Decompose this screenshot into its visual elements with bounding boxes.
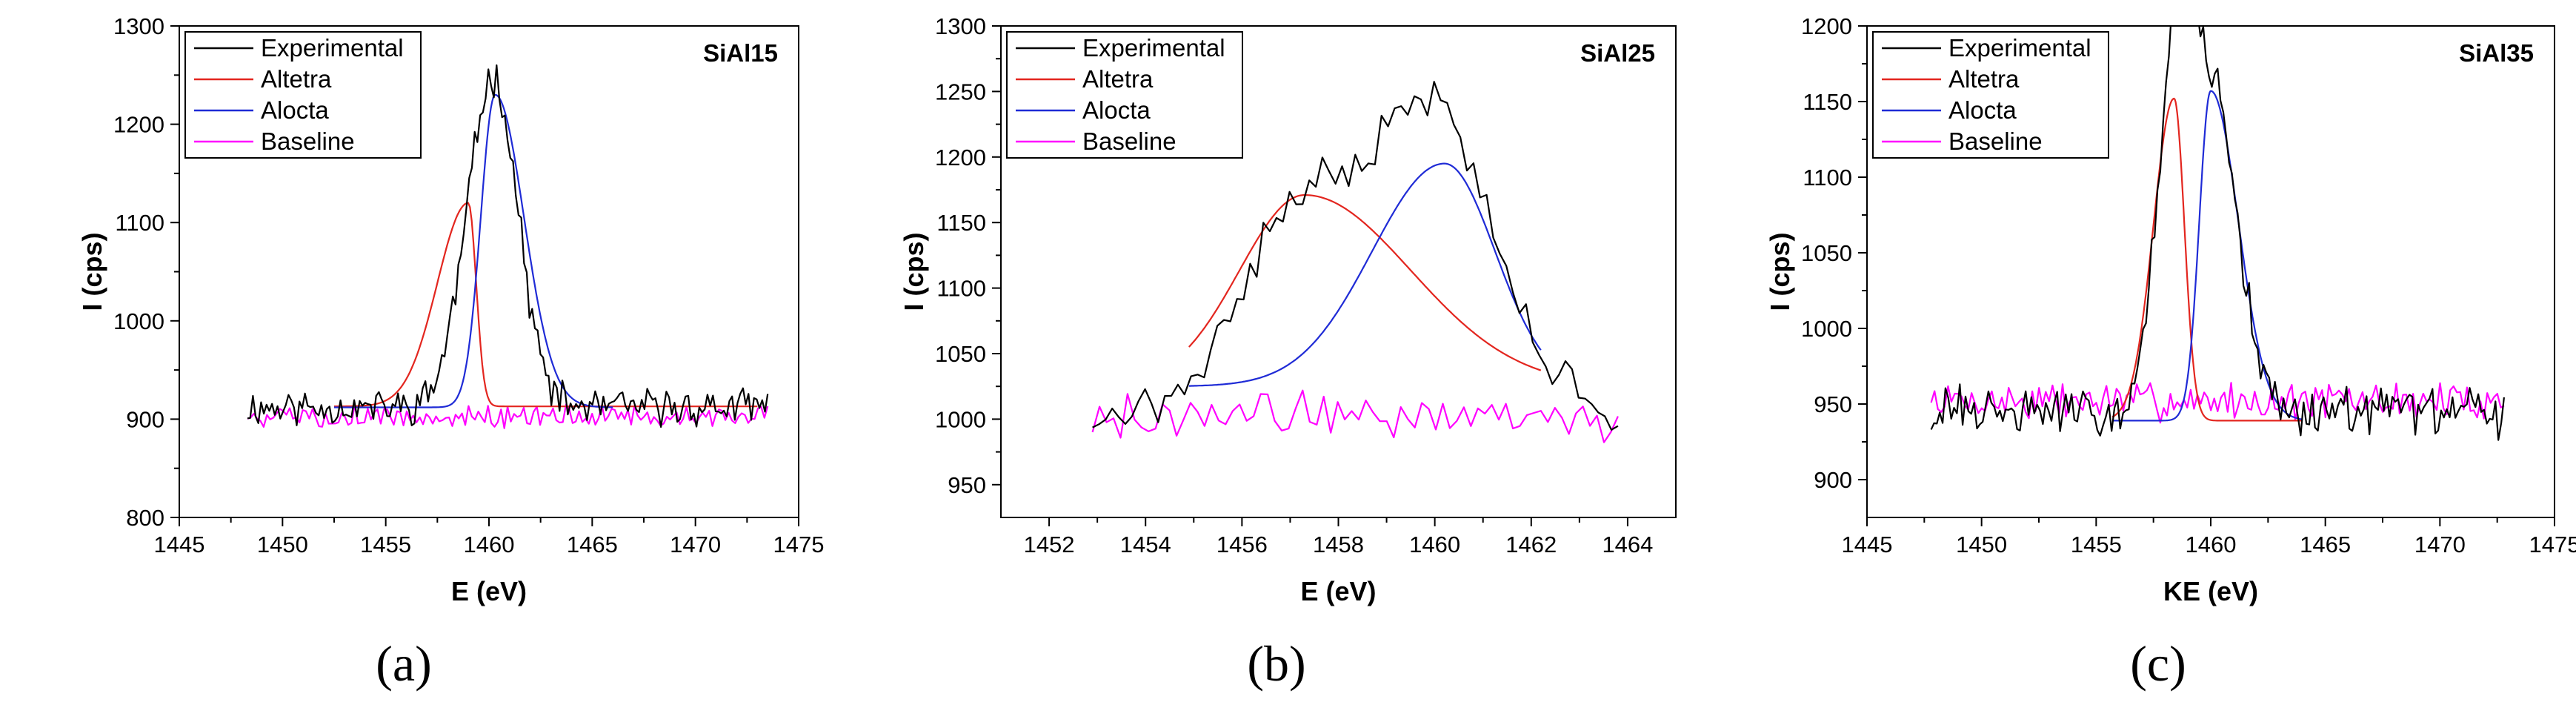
y-tick-label: 800 xyxy=(126,505,164,531)
legend-label-experimental: Experimental xyxy=(261,34,404,62)
x-tick-label: 1460 xyxy=(2186,532,2237,557)
y-tick-label: 1200 xyxy=(1801,13,1852,39)
series-line-alocta xyxy=(2112,90,2303,422)
y-axis-title: I (cps) xyxy=(1765,232,1795,311)
y-tick-label: 900 xyxy=(126,406,164,432)
sample-label: SiAl25 xyxy=(1580,39,1655,67)
series-line-experimental xyxy=(247,64,769,428)
sample-label: SiAl15 xyxy=(703,39,778,67)
legend-label-baseline: Baseline xyxy=(1948,128,2043,155)
legend-label-alocta: Alocta xyxy=(261,96,329,124)
legend-box xyxy=(1006,31,1243,159)
y-tick-label: 1300 xyxy=(935,13,986,39)
legend-label-baseline: Baseline xyxy=(261,128,355,155)
y-tick-label: 1100 xyxy=(115,210,164,236)
y-tick-label: 1300 xyxy=(113,13,164,39)
series-line-experimental xyxy=(1930,26,2505,441)
y-tick-label: 1100 xyxy=(1803,165,1852,191)
legend-label-experimental: Experimental xyxy=(1948,34,2091,62)
x-tick-label: 1445 xyxy=(1842,532,1893,557)
x-tick-label: 1465 xyxy=(2300,532,2351,557)
y-tick-label: 1150 xyxy=(936,210,986,236)
x-axis-title: KE (eV) xyxy=(2163,576,2258,606)
series-line-altetra xyxy=(2111,97,2303,422)
x-tick-label: 1462 xyxy=(1505,532,1557,557)
x-tick-label: 1465 xyxy=(567,532,618,557)
y-tick-label: 1150 xyxy=(1803,89,1852,115)
chart-panel-1: 1445 1450 1455 1460 1465 1470 1475 800 900 1000 11… xyxy=(77,13,824,692)
x-tick-label: 1455 xyxy=(2071,532,2122,557)
legend-label-altetra: Altetra xyxy=(1082,65,1154,93)
series-line-baseline xyxy=(1930,382,2505,424)
y-tick-label: 1250 xyxy=(935,79,986,105)
y-axis-title: I (cps) xyxy=(77,232,107,311)
y-tick-label: 1100 xyxy=(936,276,986,302)
panel-caption: (b) xyxy=(1247,635,1305,692)
y-tick-label: 1050 xyxy=(935,341,986,367)
legend-label-alocta: Alocta xyxy=(1082,96,1151,124)
legend-label-altetra: Altetra xyxy=(1948,65,2020,93)
x-tick-label: 1470 xyxy=(2414,532,2466,557)
series-line-alocta xyxy=(334,93,613,408)
y-axis-title: I (cps) xyxy=(899,232,929,311)
sample-label: SiAl35 xyxy=(2459,39,2534,67)
x-tick-label: 1452 xyxy=(1024,532,1075,557)
x-tick-label: 1470 xyxy=(670,532,721,557)
x-tick-label: 1455 xyxy=(360,532,411,557)
legend-box xyxy=(184,31,422,159)
y-tick-label: 1200 xyxy=(113,112,164,138)
x-tick-label: 1460 xyxy=(1409,532,1460,557)
y-tick-label: 1000 xyxy=(113,308,164,334)
y-tick-label: 950 xyxy=(948,472,986,498)
series-line-experimental xyxy=(1092,81,1619,431)
y-tick-label: 1050 xyxy=(1801,240,1852,266)
x-tick-label: 1454 xyxy=(1120,532,1171,557)
x-axis-title: E (eV) xyxy=(451,576,527,606)
series-line-altetra xyxy=(1188,194,1542,371)
x-tick-label: 1475 xyxy=(773,532,825,557)
y-tick-label: 1200 xyxy=(935,145,986,171)
x-tick-label: 1464 xyxy=(1602,532,1653,557)
legend-box xyxy=(1872,31,2109,159)
y-tick-label: 900 xyxy=(1814,467,1852,493)
x-tick-label: 1475 xyxy=(2529,532,2576,557)
x-axis-title: E (eV) xyxy=(1300,576,1376,606)
legend-label-altetra: Altetra xyxy=(261,65,332,93)
x-tick-label: 1450 xyxy=(1956,532,2007,557)
chart-panel-3: 1445 1450 1455 1460 1465 1470 1475 900 950 1000 10… xyxy=(1765,13,2576,692)
y-tick-label: 1000 xyxy=(1801,316,1852,342)
y-tick-label: 1000 xyxy=(935,406,986,432)
panel-caption: (a) xyxy=(376,635,431,692)
x-tick-label: 1458 xyxy=(1313,532,1364,557)
legend-label-baseline: Baseline xyxy=(1082,128,1176,155)
panel-caption: (c) xyxy=(2130,635,2186,692)
chart-panel-2: 1452 1454 1456 1458 1460 1462 1464 950 1000 1050 1… xyxy=(899,13,1677,692)
series-line-alocta xyxy=(1188,162,1542,387)
legend-label-experimental: Experimental xyxy=(1082,34,1225,62)
x-tick-label: 1460 xyxy=(464,532,515,557)
series-line-altetra xyxy=(334,202,758,408)
x-tick-label: 1450 xyxy=(257,532,308,557)
legend-label-alocta: Alocta xyxy=(1948,96,2017,124)
series-line-baseline xyxy=(1091,389,1619,443)
y-tick-label: 950 xyxy=(1814,391,1852,417)
x-tick-label: 1445 xyxy=(154,532,205,557)
x-tick-label: 1456 xyxy=(1217,532,1268,557)
